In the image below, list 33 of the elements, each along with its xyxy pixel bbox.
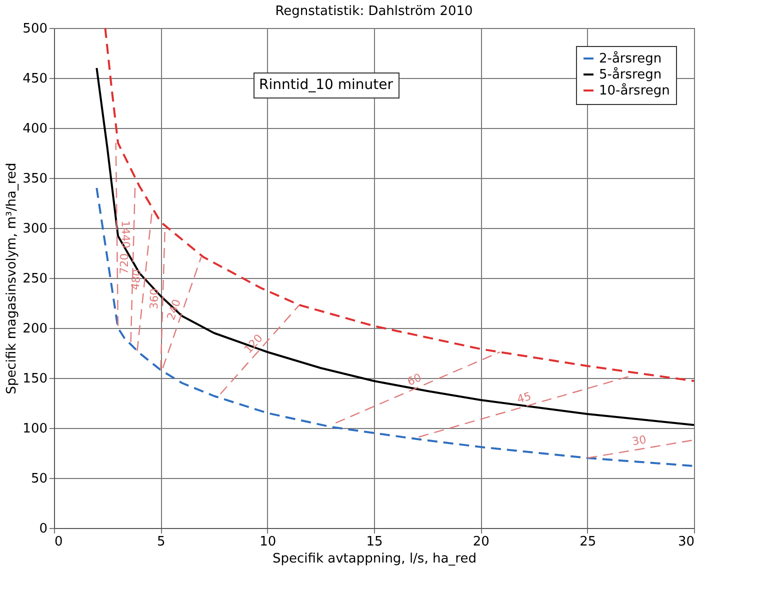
x-tick-label: 5	[157, 534, 166, 550]
text: 720	[118, 253, 132, 274]
y-tick-label: 350	[22, 172, 48, 186]
x-tick-label: 30	[678, 534, 694, 550]
text: 240	[164, 298, 184, 322]
legend-label: 10-årsregn	[599, 82, 670, 98]
legend-label: 2-årsregn	[599, 50, 662, 66]
x-tick-label: 0	[54, 534, 63, 550]
y-tick-label: 50	[30, 472, 48, 486]
text: 360	[147, 288, 162, 310]
x-tick-label: 15	[366, 534, 383, 550]
y-tick-label: 100	[22, 422, 48, 436]
text: 30	[631, 433, 648, 448]
chart-title: Regnstatistik: Dahlström 2010	[275, 4, 473, 19]
y-axis-title: Specifik magasinsvolym, m³/ha_red	[4, 162, 20, 394]
x-tick-label: 10	[260, 534, 276, 550]
y-tick-label: 450	[22, 72, 48, 86]
y-tick-label: 150	[22, 372, 48, 386]
text: 1440	[118, 220, 132, 248]
x-tick-label: 25	[580, 534, 596, 550]
y-tick-label: 300	[22, 222, 48, 236]
y-tick-label: 400	[22, 122, 48, 136]
text: 60	[405, 370, 424, 388]
text: 45	[516, 390, 533, 406]
y-tick-label: 200	[22, 322, 48, 336]
annotation: Rinntid_10 minuter	[259, 77, 394, 93]
text: 120	[242, 332, 266, 356]
y-tick-label: 500	[22, 22, 48, 36]
y-tick-label: 250	[22, 272, 48, 286]
x-axis-title: Specifik avtappning, l/s, ha_red	[272, 552, 476, 566]
y-tick-label: 0	[39, 522, 48, 536]
x-tick-label: 20	[472, 534, 490, 550]
legend-label: 5-årsregn	[599, 66, 662, 82]
